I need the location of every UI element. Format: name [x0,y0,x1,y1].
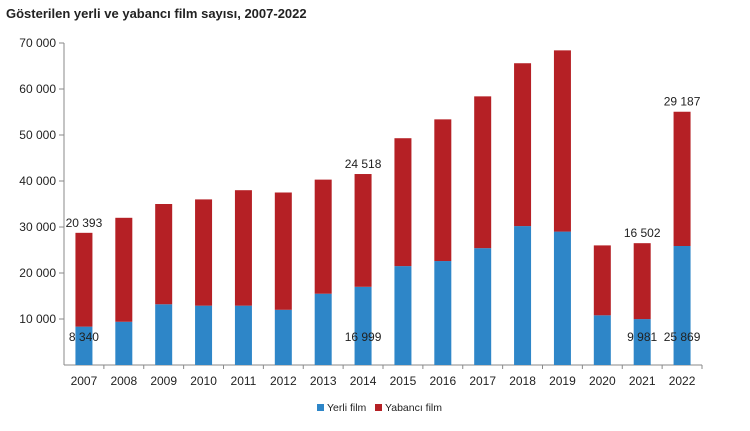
x-tick-label: 2021 [629,374,656,388]
bar-yerli-2008 [115,321,133,365]
bar-yerli-2015 [394,266,412,365]
legend-label-yerli: Yerli film [327,402,367,414]
bar-yerli-2013 [314,293,332,365]
x-tick-label: 2015 [390,374,417,388]
bar-yabanci-2015 [394,138,412,267]
x-tick-label: 2011 [231,374,257,388]
bar-yabanci-2011 [234,190,252,306]
x-tick-label: 2013 [310,374,337,388]
legend-swatch-yabanci [375,404,382,411]
x-tick-label: 2007 [71,374,98,388]
y-tick-label: 60 000 [19,82,56,96]
data-label: 8 340 [69,330,99,344]
bar-yabanci-2017 [474,96,492,249]
bar-yerli-2009 [155,304,173,365]
bar-yerli-2021 [633,319,651,365]
bar-yerli-2019 [553,231,571,365]
y-tick-label: 50 000 [19,128,56,142]
data-label: 29 187 [664,95,701,109]
y-tick-label: 30 000 [19,220,56,234]
y-tick-label: 70 000 [19,36,56,50]
bar-yerli-2017 [474,248,492,365]
y-tick-label: 20 000 [19,266,56,280]
y-tick-label: 40 000 [19,174,56,188]
x-tick-label: 2022 [669,374,696,388]
data-label: 25 869 [664,330,701,344]
bar-yabanci-2022 [673,111,691,247]
bar-yerli-2020 [593,315,611,365]
y-tick-label: 10 000 [19,312,56,326]
bar-yabanci-2020 [593,245,611,316]
bar-yabanci-2009 [155,204,173,305]
x-tick-label: 2014 [350,374,377,388]
chart-title: Gösterilen yerli ve yabancı film sayısı,… [6,6,307,21]
bar-yerli-2012 [274,309,292,365]
bar-yabanci-2019 [553,50,571,232]
x-tick-label: 2019 [549,374,576,388]
x-tick-label: 2009 [150,374,177,388]
legend-swatch-yerli [317,404,324,411]
bar-yabanci-2012 [274,192,292,310]
legend-label-yabanci: Yabancı film [385,402,442,414]
bar-yabanci-2016 [434,119,452,262]
bar-yerli-2011 [234,305,252,365]
bar-yabanci-2013 [314,179,332,294]
x-tick-label: 2012 [270,374,297,388]
bar-yabanci-2008 [115,217,133,322]
x-tick-label: 2020 [589,374,616,388]
x-tick-label: 2018 [509,374,536,388]
bar-yabanci-2010 [195,199,213,306]
data-label: 20 393 [66,216,103,230]
bar-yerli-2022 [673,246,691,365]
bar-yerli-2007 [75,326,93,365]
x-tick-label: 2008 [110,374,137,388]
data-label: 16 502 [624,226,661,240]
x-tick-label: 2017 [469,374,496,388]
x-tick-label: 2010 [190,374,217,388]
data-label: 9 981 [627,330,657,344]
x-tick-label: 2016 [429,374,456,388]
data-label: 24 518 [345,157,382,171]
bar-yerli-2010 [195,305,213,365]
bar-yerli-2016 [434,261,452,365]
bar-yerli-2014 [354,286,372,365]
data-label: 16 999 [345,330,382,344]
bar-yabanci-2021 [633,243,651,320]
bar-yabanci-2007 [75,232,93,327]
bar-yabanci-2018 [514,63,532,227]
bar-yabanci-2014 [354,174,372,287]
bar-yerli-2018 [514,226,532,365]
